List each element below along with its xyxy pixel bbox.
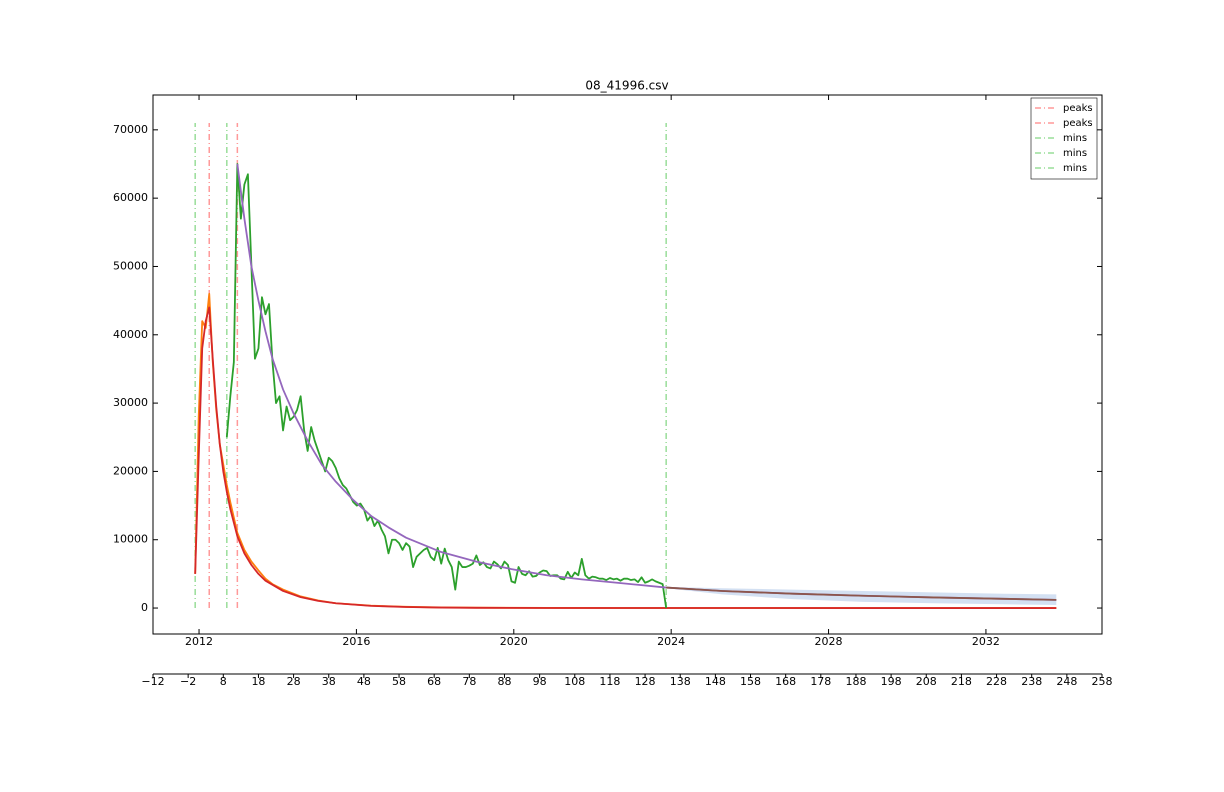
y-tick-label: 70000	[113, 123, 148, 136]
series-line	[225, 163, 668, 609]
legend-label: mins	[1063, 163, 1087, 174]
x-tick-label: 108	[564, 675, 585, 688]
x-tick-label: 28	[287, 675, 301, 688]
x-tick-label: 188	[845, 675, 866, 688]
legend-label: peaks	[1063, 103, 1093, 114]
x-tick-label: 218	[951, 675, 972, 688]
x-tick-label: −2	[180, 675, 196, 688]
x-tick-label: 8	[220, 675, 227, 688]
series-line	[194, 292, 1057, 609]
x-tick-label: 228	[986, 675, 1007, 688]
series-line	[236, 163, 1057, 601]
legend-label: mins	[1063, 148, 1087, 159]
x-tick-label: 38	[322, 675, 336, 688]
y-tick-label: 40000	[113, 328, 148, 341]
x-tick-label: 208	[916, 675, 937, 688]
x-tick-label: 238	[1021, 675, 1042, 688]
y-tick-label: 20000	[113, 464, 148, 477]
x-tick-label: 248	[1056, 675, 1077, 688]
x-tick-label: 68	[427, 675, 441, 688]
x-tick-label: 118	[599, 675, 620, 688]
x-tick-label: 18	[251, 675, 265, 688]
x-tick-label: −12	[141, 675, 164, 688]
x-tick-label: 158	[740, 675, 761, 688]
x-tick-label: 88	[497, 675, 511, 688]
legend-box	[1030, 97, 1098, 180]
x2-tick-label: 2012	[185, 635, 213, 648]
series-line	[194, 306, 1057, 609]
y-tick-label: 0	[141, 601, 148, 614]
y-tick-label: 60000	[113, 191, 148, 204]
x-tick-label: 58	[392, 675, 406, 688]
y-tick-label: 30000	[113, 396, 148, 409]
legend-label: peaks	[1063, 118, 1093, 129]
x-tick-label: 78	[462, 675, 476, 688]
x-tick-label: 98	[533, 675, 547, 688]
plot-frame	[152, 94, 1103, 635]
x2-tick-label: 2020	[500, 635, 528, 648]
x-tick-label: 138	[670, 675, 691, 688]
x-tick-label: 148	[705, 675, 726, 688]
chart-title: 08_41996.csv	[585, 79, 668, 93]
x2-tick-label: 2024	[657, 635, 685, 648]
x-tick-label: 168	[775, 675, 796, 688]
x-tick-label: 128	[635, 675, 656, 688]
series-line	[666, 586, 1057, 601]
y-tick-label: 50000	[113, 259, 148, 272]
x-tick-label: 48	[357, 675, 371, 688]
legend-label: mins	[1063, 133, 1087, 144]
x2-tick-label: 2028	[815, 635, 843, 648]
x-tick-label: 178	[810, 675, 831, 688]
x2-tick-label: 2016	[342, 635, 370, 648]
y-tick-label: 10000	[113, 533, 148, 546]
x-tick-label: 258	[1092, 675, 1113, 688]
x2-tick-label: 2032	[972, 635, 1000, 648]
x-tick-label: 198	[881, 675, 902, 688]
